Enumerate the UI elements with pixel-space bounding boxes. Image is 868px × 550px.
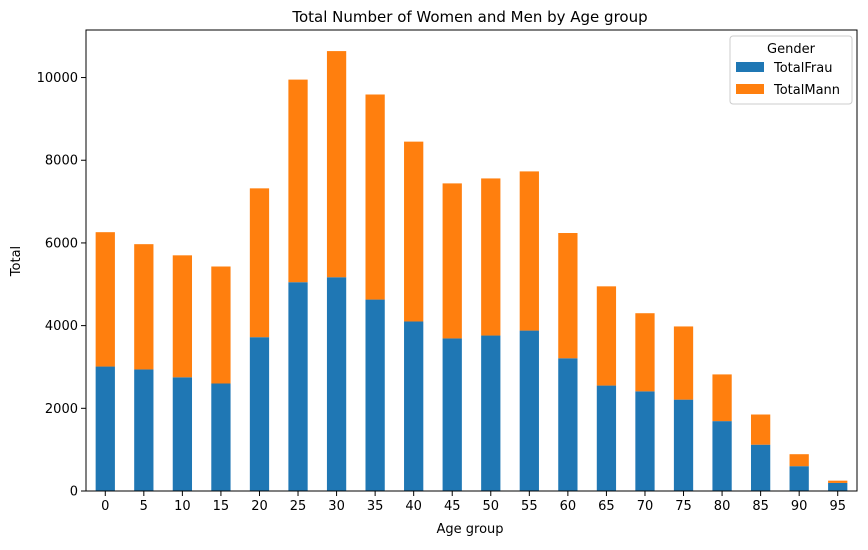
x-tick-label-30: 30 <box>328 499 345 514</box>
bar-totalfrau-50 <box>481 335 501 491</box>
bar-totalfrau-35 <box>365 299 385 491</box>
bar-totalfrau-40 <box>404 321 424 491</box>
bar-totalmann-95 <box>828 480 848 483</box>
y-tick-label-2000: 2000 <box>45 402 78 417</box>
y-tick-label-6000: 6000 <box>45 236 78 251</box>
y-tick-label-10000: 10000 <box>37 71 78 86</box>
legend-label-totalmann: TotalMann <box>773 83 840 98</box>
bar-totalmann-50 <box>481 178 501 336</box>
bar-totalmann-25 <box>288 79 308 283</box>
bar-totalfrau-45 <box>442 338 462 491</box>
bars-group <box>95 51 848 491</box>
x-tick-label-5: 5 <box>140 499 148 514</box>
x-tick-label-40: 40 <box>405 499 422 514</box>
x-tick-label-95: 95 <box>829 499 846 514</box>
chart-title: Total Number of Women and Men by Age gro… <box>291 8 647 26</box>
x-tick-label-20: 20 <box>251 499 268 514</box>
x-tick-label-10: 10 <box>174 499 191 514</box>
x-tick-label-80: 80 <box>714 499 731 514</box>
bar-totalfrau-90 <box>789 466 809 491</box>
x-tick-label-65: 65 <box>598 499 615 514</box>
bar-totalfrau-20 <box>249 337 270 491</box>
bar-totalfrau-55 <box>519 330 539 491</box>
legend-label-totalfrau: TotalFrau <box>773 61 832 76</box>
legend-title: Gender <box>767 42 816 57</box>
x-tick-label-45: 45 <box>444 499 461 514</box>
x-tick-label-90: 90 <box>791 499 808 514</box>
bar-totalmann-35 <box>365 94 385 300</box>
x-tick-label-25: 25 <box>290 499 307 514</box>
plot-frame <box>85 29 858 492</box>
x-tick-label-0: 0 <box>101 499 109 514</box>
legend-swatch-totalfrau <box>736 62 764 72</box>
bar-totalmann-55 <box>519 171 539 331</box>
bar-totalmann-10 <box>172 255 193 378</box>
x-tick-label-85: 85 <box>752 499 769 514</box>
bar-totalmann-60 <box>558 233 578 359</box>
bar-totalfrau-0 <box>95 366 115 491</box>
x-tick-label-35: 35 <box>367 499 384 514</box>
bar-totalmann-90 <box>789 454 809 467</box>
bar-totalmann-40 <box>404 141 424 322</box>
x-axis-label: Age group <box>436 522 503 537</box>
x-tick-label-55: 55 <box>521 499 538 514</box>
bar-totalfrau-10 <box>172 377 193 491</box>
y-tick-label-0: 0 <box>70 485 78 500</box>
bar-totalmann-65 <box>596 286 617 386</box>
bar-totalfrau-30 <box>326 277 347 491</box>
legend-swatch-totalmann <box>736 84 764 94</box>
x-tick-label-60: 60 <box>560 499 577 514</box>
bar-totalmann-75 <box>673 326 694 400</box>
bar-totalmann-15 <box>211 266 231 384</box>
bar-totalfrau-85 <box>750 444 771 491</box>
bar-totalmann-20 <box>249 188 270 338</box>
bar-totalmann-80 <box>712 374 732 422</box>
bar-totalfrau-80 <box>712 421 732 491</box>
bar-totalfrau-25 <box>288 282 308 491</box>
x-tick-label-50: 50 <box>483 499 500 514</box>
bar-totalfrau-15 <box>211 383 231 491</box>
bar-totalmann-30 <box>326 51 347 278</box>
y-tick-label-4000: 4000 <box>45 319 78 334</box>
axes-group: 0 2000 4000 6000 8000 10000 0 5 10 15 20 25 30 35 40 45… <box>37 29 858 514</box>
y-tick-label-8000: 8000 <box>45 154 78 169</box>
bar-totalfrau-60 <box>558 358 578 491</box>
bar-totalfrau-70 <box>635 391 655 491</box>
bar-totalfrau-65 <box>596 385 617 491</box>
bar-totalmann-5 <box>134 244 154 370</box>
x-tick-label-15: 15 <box>213 499 230 514</box>
bar-totalfrau-5 <box>134 369 154 491</box>
y-axis-label: Total <box>9 246 24 277</box>
bar-totalmann-85 <box>750 414 771 445</box>
bar-totalfrau-75 <box>673 399 694 491</box>
bar-totalfrau-95 <box>828 482 848 491</box>
bar-totalmann-70 <box>635 313 655 392</box>
bar-totalmann-0 <box>95 232 115 367</box>
legend: Gender TotalFrau TotalMann <box>729 35 853 105</box>
x-tick-label-75: 75 <box>675 499 692 514</box>
x-tick-label-70: 70 <box>637 499 654 514</box>
bar-totalmann-45 <box>442 183 462 339</box>
